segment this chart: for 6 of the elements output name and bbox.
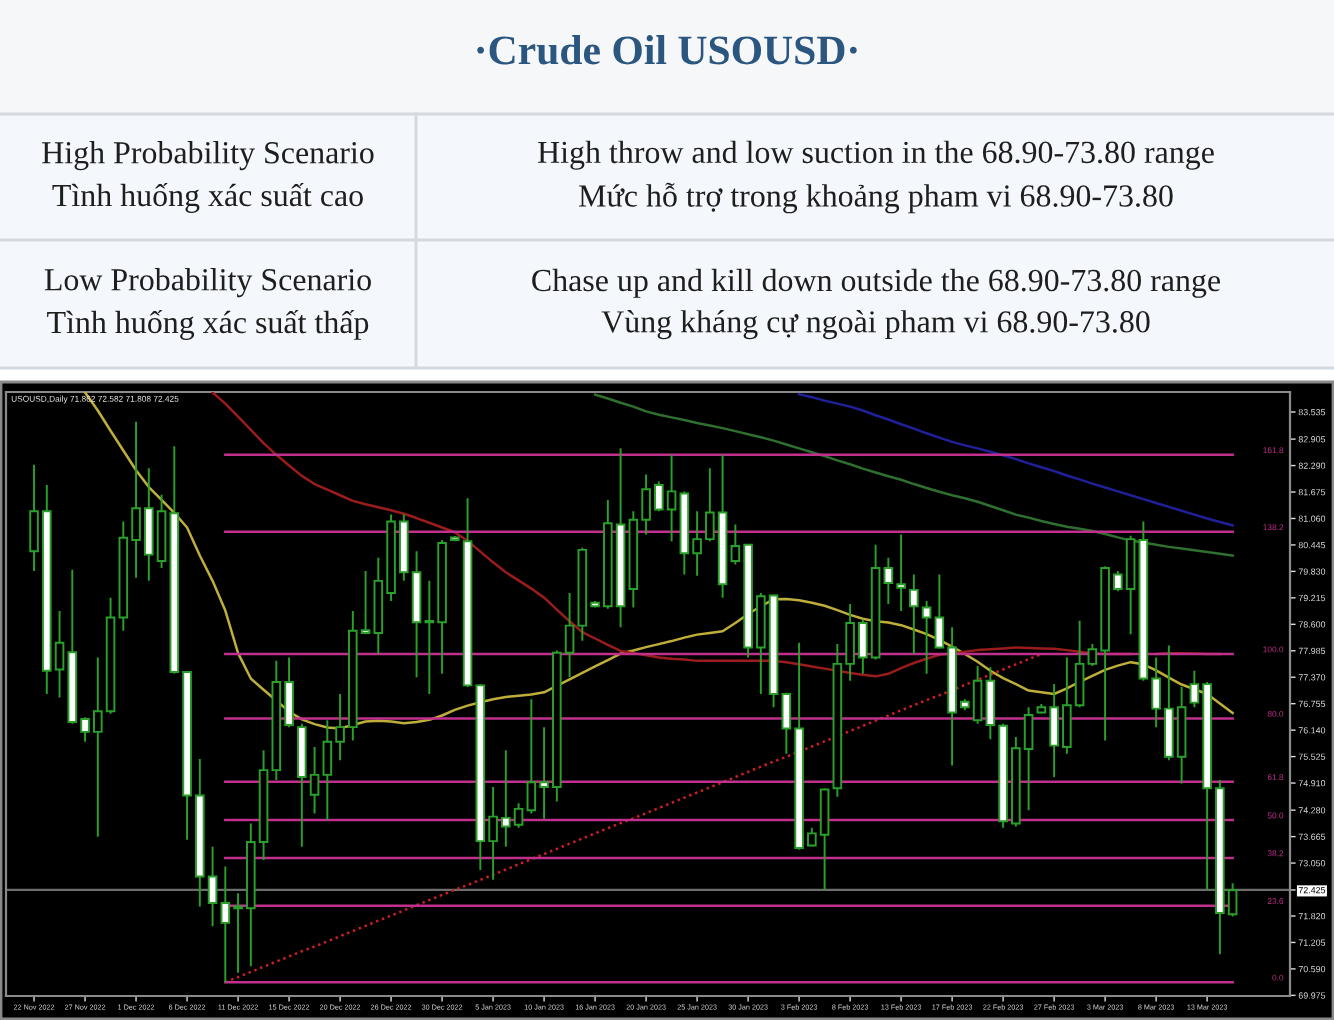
line-series [797,392,1234,527]
line-series [224,652,1043,984]
chart-title: ·Crude Oil USOUSD· [477,35,857,65]
candlestick [909,573,919,655]
candlestick [921,600,932,675]
line-series [593,393,1234,557]
